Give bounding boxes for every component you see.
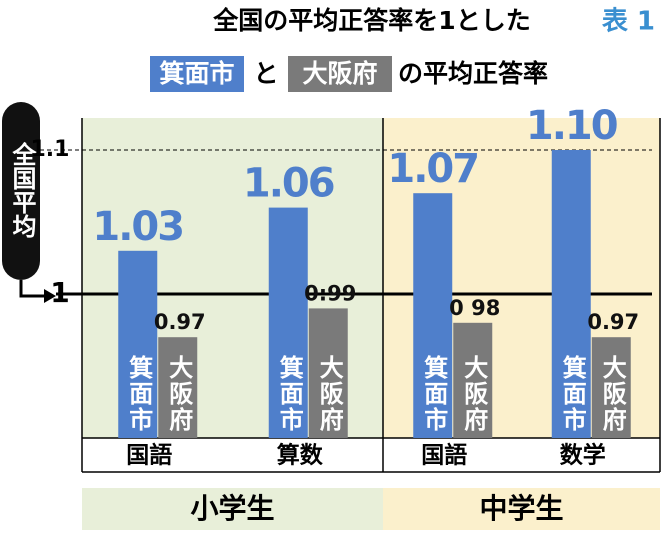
x-tick-label: 数学 — [560, 442, 606, 469]
bar-series-label: 箕面市 — [125, 354, 153, 433]
bar — [453, 322, 493, 438]
value-label: 0.97 — [587, 310, 639, 334]
bar-series-label: 大阪府 — [315, 355, 343, 433]
value-label: 1.03 — [92, 204, 183, 250]
value-label: 0:99 — [304, 281, 356, 305]
bar — [591, 337, 631, 438]
legend-label: 大阪府 — [302, 59, 377, 88]
title-suffix: の平均正答率 — [398, 59, 548, 88]
bar — [268, 207, 308, 438]
x-tick-label: 国語 — [421, 442, 467, 469]
x-tick-label: 国語 — [126, 442, 172, 469]
value-label: 1.07 — [387, 146, 478, 192]
figure-label: 表 1 — [602, 7, 655, 37]
bar-series-label: 箕面市 — [558, 354, 586, 433]
junior-band — [383, 488, 660, 530]
value-label: 1.10 — [526, 103, 617, 149]
legend-box — [288, 56, 392, 92]
y-label-pill — [2, 102, 40, 280]
value-label: 1.06 — [243, 161, 334, 207]
chart-title: 全国の平均正答率を1とした — [212, 6, 530, 35]
bar-series-label: 箕面市 — [420, 354, 448, 433]
value-label: 0.97 — [154, 310, 206, 334]
bar — [158, 337, 198, 438]
bar-series-label: 大阪府 — [460, 355, 488, 433]
legend-box — [150, 56, 244, 92]
x-tick-label: 算数 — [277, 442, 324, 469]
bar-series-label: 大阪府 — [598, 355, 626, 433]
elementary-band — [82, 488, 383, 530]
title-joiner: と — [253, 59, 278, 88]
group-label: 小学生 — [190, 492, 274, 525]
arrow-head — [44, 289, 56, 303]
bar — [118, 250, 158, 438]
bar — [551, 150, 591, 438]
bar — [308, 308, 348, 438]
legend-label: 箕面市 — [159, 59, 234, 88]
arrow — [19, 280, 46, 298]
y-axis-label: 全国平均 — [8, 141, 37, 239]
bar — [413, 193, 453, 438]
value-label: 0 98 — [449, 296, 500, 320]
group-label: 中学生 — [479, 492, 563, 525]
bar-series-label: 大阪府 — [165, 355, 193, 433]
bar-series-label: 箕面市 — [275, 354, 303, 433]
